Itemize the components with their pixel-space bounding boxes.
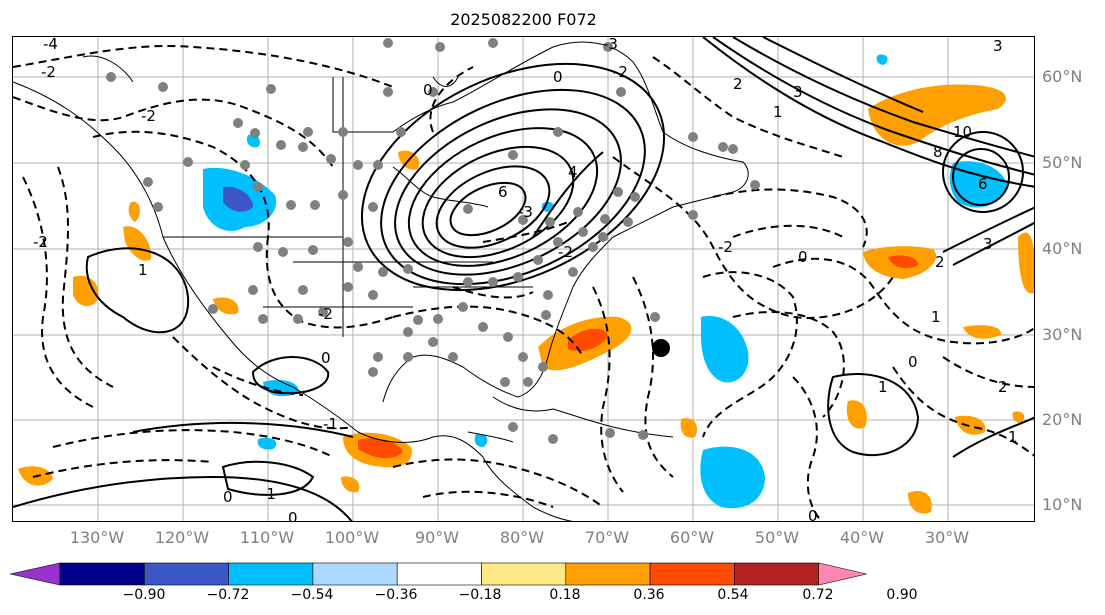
colorbar-tick: −0.54 (290, 587, 334, 603)
lon-label: 100°W (324, 528, 380, 547)
contour-label: 1 (931, 308, 941, 326)
contour-label: -2 (558, 243, 573, 261)
contour-label: 0 (908, 353, 918, 371)
contour-label: 1 (773, 103, 783, 121)
lat-label: 40°N (1042, 239, 1083, 258)
contour-label: -2 (141, 107, 156, 125)
contour-label: -3 (518, 203, 533, 221)
lon-label: 40°W (839, 528, 885, 547)
colorbar-tick: 0.36 (633, 587, 665, 603)
lon-label: 130°W (69, 528, 125, 547)
contour-label: -2 (718, 238, 733, 256)
lon-label: 50°W (754, 528, 800, 547)
colorbar-segment (228, 562, 314, 586)
colorbar-extend-min (10, 562, 61, 586)
lon-label: 60°W (669, 528, 715, 547)
colorbar-tick: −0.72 (206, 587, 250, 603)
map-panel: -4 -2 -2 -2 1 -2 0 -1 -1 0 -3 -2 0 0 6 -… (12, 36, 1035, 522)
colorbar-segment (649, 562, 735, 586)
contour-label: 2 (998, 378, 1008, 396)
contour-label: 0 (553, 68, 563, 86)
lon-label: 30°W (924, 528, 970, 547)
colorbar-extend-max (818, 562, 867, 586)
contour-label: 1 (1008, 428, 1018, 446)
contour-label: 10 (953, 123, 972, 141)
contour-label: 0 (223, 488, 233, 506)
colorbar-segment (144, 562, 229, 586)
lon-label: 120°W (154, 528, 210, 547)
colorbar-tick: 0.90 (886, 587, 918, 603)
colorbar-tick: −0.18 (458, 587, 502, 603)
colorbar-segment (312, 562, 398, 586)
shaded-anomalies (18, 54, 1034, 514)
contour-label-group: -4 -2 -2 -2 1 -2 0 -1 -1 0 -3 -2 0 0 6 -… (33, 37, 1018, 522)
colorbar-tick: −0.36 (374, 587, 418, 603)
graticule (13, 37, 1034, 521)
contour-label: 3 (993, 37, 1003, 55)
lon-label: 80°W (499, 528, 545, 547)
contour-label: 0 (423, 81, 433, 99)
contour-label: 1 (138, 261, 148, 279)
contour-label: 1 (878, 378, 888, 396)
contour-label: 6 (978, 175, 988, 193)
colorbar-tick: 0.18 (549, 587, 581, 603)
contour-label: 8 (933, 143, 943, 161)
colorbar-segment (481, 562, 567, 586)
colorbar-segment (396, 562, 482, 586)
colorbar-segment (59, 562, 145, 586)
lon-label: 110°W (239, 528, 295, 547)
contour-label: 0 (288, 509, 298, 522)
contour-label: 0 (798, 248, 808, 266)
contour-label: -1 (323, 415, 338, 433)
lat-label: 10°N (1042, 495, 1083, 514)
contour-label: 0 (321, 349, 331, 367)
contour-label: -2 (613, 63, 628, 81)
colorbar-segment (565, 562, 651, 586)
contour-label: -4 (43, 37, 58, 53)
map-title: 2025082200 F072 (450, 10, 597, 29)
contour-label: 2 (733, 75, 743, 93)
contour-label: -2 (41, 63, 56, 81)
colorbar-tick: 0.72 (802, 587, 834, 603)
contour-label: 2 (935, 253, 945, 271)
contour-label: 4 (568, 163, 578, 181)
positive-contours (13, 37, 1034, 521)
contour-label: 6 (498, 183, 508, 201)
colorbar-tick: −0.90 (122, 587, 166, 603)
lat-label: 50°N (1042, 153, 1083, 172)
contour-label: 3 (793, 83, 803, 101)
contour-label: -2 (33, 233, 48, 251)
storm-center-marker (652, 339, 670, 357)
station-dots (106, 38, 760, 444)
colorbar (10, 562, 867, 586)
contour-label: 3 (983, 235, 993, 253)
lat-label: 60°N (1042, 67, 1083, 86)
colorbar-tick: 0.54 (717, 587, 749, 603)
contour-label: -2 (318, 305, 333, 323)
lat-label: 30°N (1042, 325, 1083, 344)
lat-label: 20°N (1042, 410, 1083, 429)
contour-label: -3 (603, 37, 618, 53)
lon-label: 70°W (584, 528, 630, 547)
contour-label: 0 (808, 507, 818, 522)
lon-label: 90°W (414, 528, 460, 547)
map-canvas: -4 -2 -2 -2 1 -2 0 -1 -1 0 -3 -2 0 0 6 -… (13, 37, 1034, 522)
colorbar-segment (734, 562, 820, 586)
contour-label: -1 (261, 485, 276, 503)
negative-contours (13, 45, 1034, 521)
